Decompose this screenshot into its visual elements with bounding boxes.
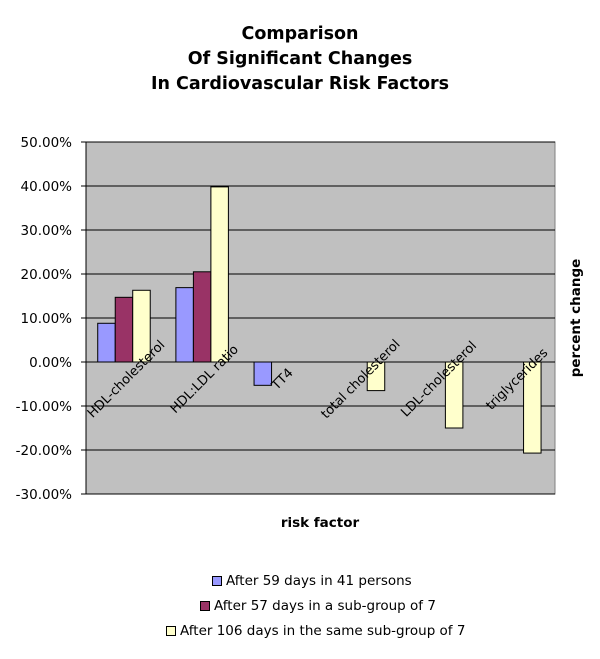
y-tick-label: -30.00%	[16, 487, 73, 503]
legend-label-series-1: After 59 days in 41 persons	[226, 573, 412, 589]
y-axis-title: percent change	[568, 259, 584, 378]
y-tick-label: -10.00%	[16, 399, 73, 415]
bar-series-3-hdl-ldl-ratio	[210, 186, 229, 363]
bar-series-2-hdl-cholesterol	[114, 296, 134, 363]
y-tick-label: 0.00%	[29, 355, 72, 371]
y-tick-label: 50.00%	[21, 135, 73, 151]
legend-swatch-series-3	[166, 626, 176, 636]
y-tick-label: 40.00%	[21, 179, 73, 195]
gridlines	[86, 141, 555, 495]
chart-title: Comparison Of Significant Changes In Car…	[0, 22, 600, 97]
chart-title-line-3: In Cardiovascular Risk Factors	[150, 74, 450, 94]
y-tick-label: 10.00%	[21, 311, 73, 327]
y-tick-labels: 50.00% 40.00% 30.00% 20.00% 10.00% 0.00% -10.0…	[16, 135, 73, 503]
bar-series-1-hdl-cholesterol	[97, 322, 116, 363]
bar-series-1-hdl-ldl-ratio	[175, 287, 194, 363]
chart-title-line-2: Of Significant Changes	[187, 49, 413, 69]
y-tick-label: 30.00%	[21, 223, 73, 239]
legend-label-series-2: After 57 days in a sub-group of 7	[214, 598, 436, 614]
axes	[81, 141, 555, 495]
legend-swatch-series-1	[212, 576, 222, 586]
bar-series-2-hdl-ldl-ratio	[192, 271, 212, 363]
legend-swatch-series-2	[200, 601, 210, 611]
x-axis-title: risk factor	[281, 515, 360, 531]
y-tick-label: 20.00%	[21, 267, 73, 283]
y-tick-label: -20.00%	[16, 443, 73, 459]
chart-title-line-1: Comparison	[241, 24, 359, 44]
bars	[97, 186, 542, 454]
legend-label-series-3: After 106 days in the same sub-group of …	[180, 623, 466, 639]
